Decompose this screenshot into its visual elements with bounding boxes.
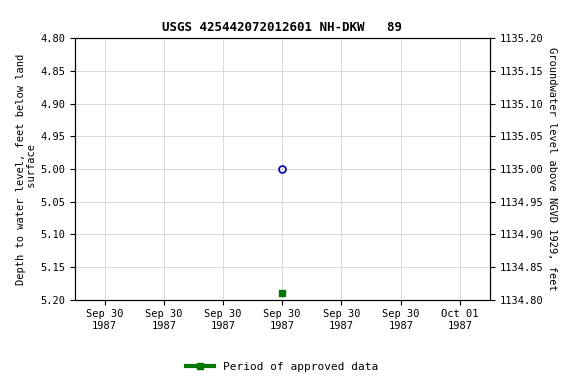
Title: USGS 425442072012601 NH-DKW   89: USGS 425442072012601 NH-DKW 89 bbox=[162, 22, 402, 35]
Y-axis label: Groundwater level above NGVD 1929, feet: Groundwater level above NGVD 1929, feet bbox=[547, 47, 557, 291]
Legend: Period of approved data: Period of approved data bbox=[182, 358, 382, 377]
Y-axis label: Depth to water level, feet below land
 surface: Depth to water level, feet below land su… bbox=[16, 53, 37, 285]
